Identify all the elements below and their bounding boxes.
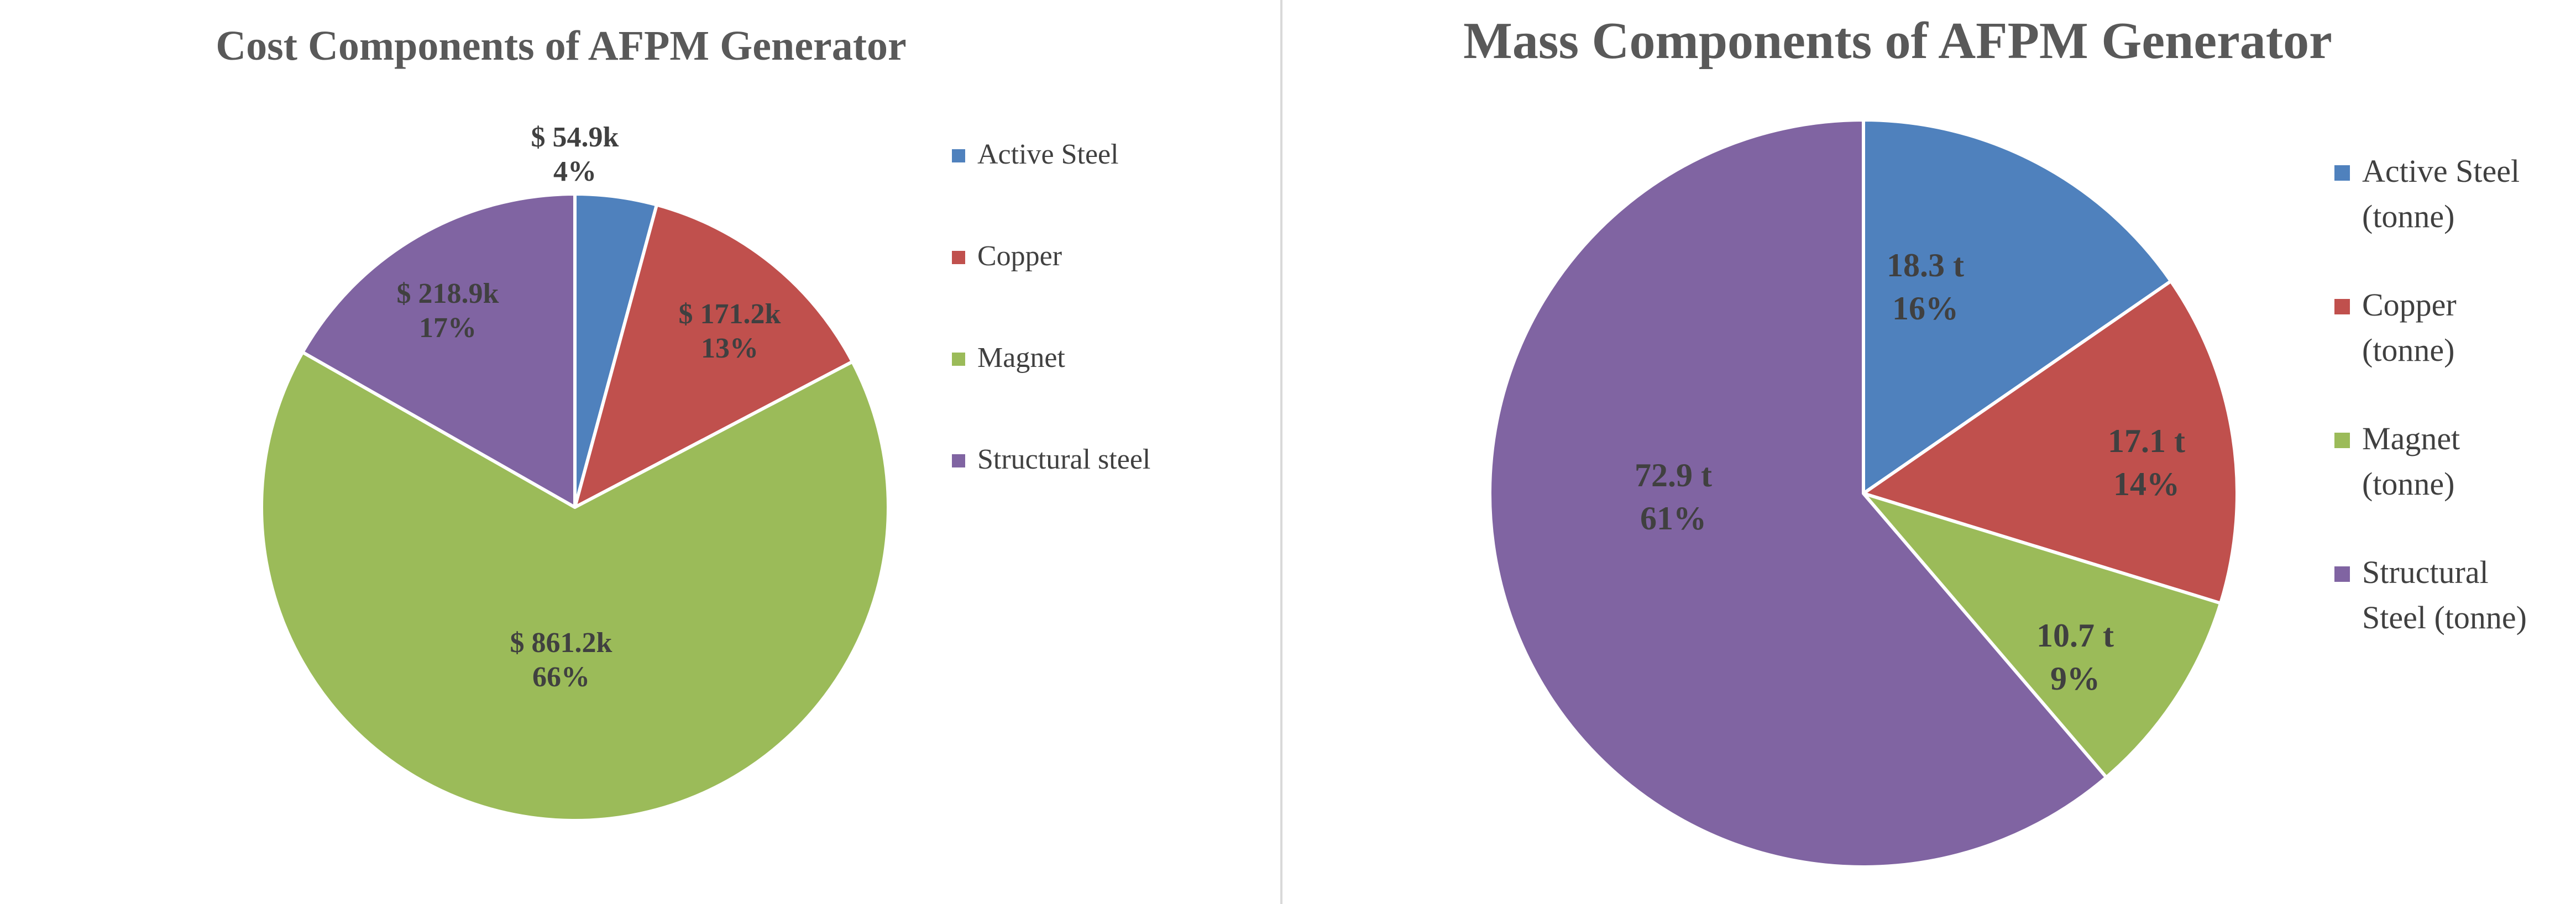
data-label-percent: 16%	[1892, 290, 1959, 327]
data-label-percent: 14%	[2113, 466, 2180, 502]
legend-label-line: (tonne)	[2362, 198, 2455, 234]
data-label-value: $ 218.9k	[397, 278, 499, 309]
legend-label-line: Active Steel	[977, 139, 1119, 170]
legend-label-line: (tonne)	[2362, 332, 2455, 368]
legend-item-copper-tonne: Copper (tonne)	[2334, 287, 2457, 368]
data-label-value: 18.3 t	[1887, 247, 1964, 283]
pie-slice-magnet-tonne	[1862, 492, 2223, 779]
legend-label: Magnet	[977, 342, 1065, 374]
legend-label-line: Copper	[977, 240, 1062, 272]
legend-item-active-steel: Active Steel	[952, 139, 1119, 170]
data-label-copper: $ 171.2k 13%	[679, 298, 781, 364]
legend-swatch	[2334, 566, 2350, 582]
legend-label-line: (tonne)	[2362, 466, 2455, 502]
legend-label-line: Copper	[2362, 287, 2457, 323]
cost-chart-panel: Cost Components of AFPM Generator $ 54.9k…	[0, 0, 1280, 904]
pie-slice-copper	[573, 203, 855, 509]
data-label-value: $ 54.9k	[531, 122, 619, 153]
cost-pie-chart: Cost Components of AFPM Generator $ 54.9k…	[216, 23, 1150, 823]
legend-swatch	[952, 251, 965, 264]
legend-label-line: Steel (tonne)	[2362, 600, 2527, 635]
pie-slice-structural-steel-tonne	[1488, 118, 2108, 869]
legend-label-line: Active Steel	[2362, 153, 2520, 189]
pie-slice-active-steel-tonne	[1862, 118, 2173, 495]
legend-label-line: Structural	[2362, 554, 2489, 590]
data-label-magnet: $ 861.2k 66%	[510, 627, 612, 693]
legend-swatch	[952, 454, 965, 467]
data-label-active-steel: $ 54.9k 4%	[531, 122, 619, 187]
data-label-magnet-tonne: 10.7 t 9%	[2036, 617, 2114, 697]
data-label-value: $ 171.2k	[679, 298, 781, 330]
legend-item-copper: Copper	[952, 240, 1062, 272]
legend-swatch	[952, 149, 965, 162]
pie-slice-magnet	[260, 350, 890, 823]
legend-label: Magnet (tonne)	[2362, 421, 2460, 502]
data-label-structural-steel: $ 218.9k 17%	[397, 278, 499, 344]
legend-label: Copper	[977, 240, 1062, 272]
panel-divider	[1280, 0, 1282, 904]
data-label-structural-steel-tonne: 72.9 t 61%	[1635, 457, 1712, 537]
data-label-percent: 4%	[553, 156, 596, 187]
legend-label-line: Magnet	[2362, 421, 2460, 456]
data-label-copper-tonne: 17.1 t 14%	[2108, 423, 2185, 502]
legend-item-active-steel-tonne: Active Steel (tonne)	[2334, 153, 2520, 234]
legend-label: Active Steel (tonne)	[2362, 153, 2520, 234]
legend-label: Structural steel	[977, 444, 1150, 475]
legend-swatch	[2334, 299, 2350, 314]
chart-title: Cost Components of AFPM Generator	[216, 23, 907, 69]
data-label-value: 10.7 t	[2036, 617, 2114, 654]
data-label-percent: 9%	[2050, 660, 2100, 697]
legend-label: Active Steel	[977, 139, 1119, 170]
data-label-percent: 61%	[1640, 500, 1706, 537]
data-label-value: $ 861.2k	[510, 627, 612, 659]
legend-label: Copper (tonne)	[2362, 287, 2457, 368]
legend-swatch	[952, 353, 965, 366]
legend-label: Structural Steel (tonne)	[2362, 554, 2527, 635]
chart-legend: Active Steel (tonne) Copper (tonne) Magnet (t…	[2334, 153, 2527, 635]
legend-label-line: Structural steel	[977, 444, 1150, 475]
data-label-active-steel-tonne: 18.3 t 16%	[1887, 247, 1964, 327]
data-label-value: 72.9 t	[1635, 457, 1712, 493]
data-label-percent: 17%	[419, 312, 477, 344]
legend-label-line: Magnet	[977, 342, 1065, 374]
chart-title: Mass Components of AFPM Generator	[1463, 12, 2332, 70]
legend-swatch	[2334, 165, 2350, 181]
data-label-percent: 66%	[532, 661, 590, 693]
data-label-percent: 13%	[701, 333, 758, 364]
legend-item-structural-steel-tonne: Structural Steel (tonne)	[2334, 554, 2527, 635]
chart-legend: Active Steel Copper Magnet Structural steel	[952, 139, 1150, 475]
data-label-value: 17.1 t	[2108, 423, 2185, 459]
legend-swatch	[2334, 433, 2350, 448]
legend-item-magnet: Magnet	[952, 342, 1065, 374]
legend-item-structural-steel: Structural steel	[952, 444, 1150, 475]
pie-slice-structural-steel	[301, 192, 577, 509]
pie-slice-copper-tonne	[1862, 279, 2239, 605]
legend-item-magnet-tonne: Magnet (tonne)	[2334, 421, 2460, 502]
